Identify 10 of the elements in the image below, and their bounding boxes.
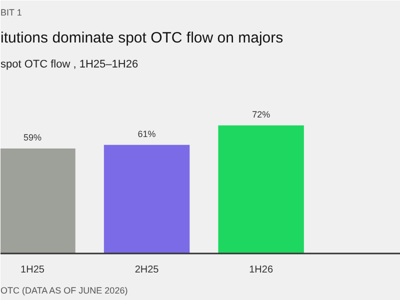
chart-title: itutions dominate spot OTC flow on majors bbox=[0, 30, 284, 46]
chart-subtitle: spot OTC flow , 1H25–1H26 bbox=[0, 58, 138, 70]
data-label: 59% bbox=[23, 132, 42, 142]
x-tick-label: 1H26 bbox=[249, 264, 274, 276]
data-label: 72% bbox=[252, 109, 270, 120]
x-tick-label: 1H25 bbox=[20, 264, 45, 276]
text: BIT 1 bbox=[0, 8, 22, 18]
data-label: 61% bbox=[138, 128, 156, 139]
text: OTC (DATA AS OF JUNE 2026) bbox=[0, 286, 128, 296]
x-tick-label: 2H25 bbox=[134, 264, 160, 276]
